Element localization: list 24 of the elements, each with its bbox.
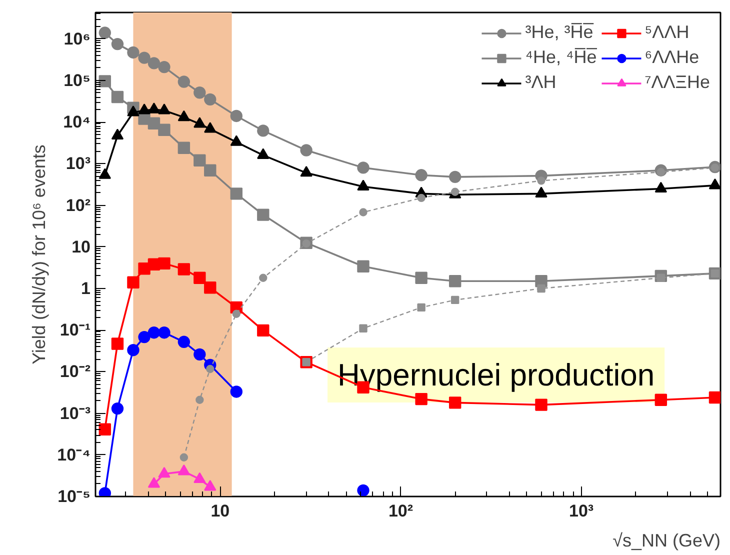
y-tick-label: 1 [81, 278, 91, 298]
y-tick-label: 10⁵ [64, 70, 91, 90]
y-tick-label: 10⁻⁴ [57, 445, 91, 464]
y-tick-label: 10 [72, 237, 91, 256]
y-tick-label: 10² [66, 196, 91, 215]
legend-label: ³He, ³H̅e̅ [525, 22, 594, 43]
y-tick-label: 10⁻² [60, 362, 91, 382]
legend-label: ⁷ΛΛΞHe [644, 72, 710, 93]
y-tick-label: 10³ [66, 154, 91, 174]
legend-label: ⁵ΛΛH [644, 22, 690, 43]
legend-label: ³ΛH [525, 72, 556, 93]
x-tick-label: 10³ [569, 502, 594, 520]
y-tick-label: 10⁶ [64, 29, 91, 48]
y-tick-label: 10⁻¹ [60, 320, 91, 340]
x-tick-label: 10² [388, 502, 414, 520]
y-tick-label: 10⁴ [63, 112, 91, 132]
y-axis-title: Yield (dN/dy) for 10⁶ events [29, 144, 50, 364]
legend-label: ⁶ΛΛHe [644, 47, 700, 68]
y-tick-label: 10⁻³ [60, 404, 91, 423]
annotation: Hypernuclei production [338, 358, 655, 392]
y-tick-label: 10⁻⁵ [58, 487, 91, 506]
x-axis-title: √s_NN (GeV) [612, 530, 721, 550]
x-tick-label: 10 [210, 502, 230, 520]
legend-label: ⁴He, ⁴H̅e̅ [525, 47, 597, 68]
